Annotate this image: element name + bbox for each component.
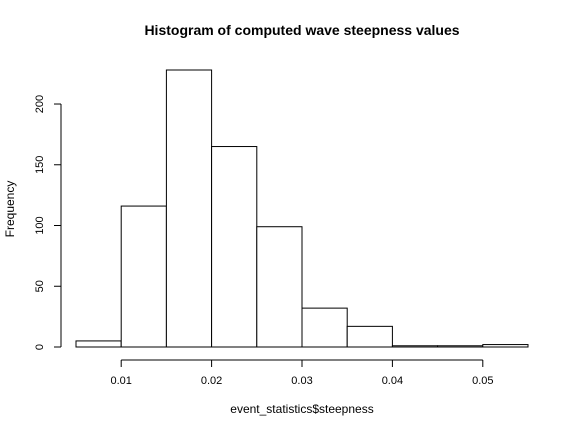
x-tick-label: 0.03 <box>291 375 312 387</box>
x-tick-label: 0.04 <box>382 375 403 387</box>
y-tick-label: 50 <box>34 280 46 292</box>
histogram-bar-1 <box>120 205 167 348</box>
y-tick-label: 200 <box>34 95 46 113</box>
x-axis: 0.01 0.02 0.03 0.04 0.05 <box>110 359 494 387</box>
histogram-bar-8 <box>437 345 484 348</box>
y-tick-label: 100 <box>34 216 46 234</box>
chart-title: Histogram of computed wave steepness val… <box>144 22 459 38</box>
y-axis-label: Frequency <box>3 181 17 238</box>
histogram-bar-2 <box>165 69 213 348</box>
x-axis-label: event_statistics$steepness <box>230 402 373 416</box>
y-tick-label: 150 <box>34 156 46 174</box>
y-tick-label: 0 <box>34 344 46 350</box>
x-tick-label: 0.02 <box>201 375 222 387</box>
histogram-bar-6 <box>346 325 393 348</box>
histogram-bar-5 <box>301 307 348 348</box>
x-tick-label: 0.01 <box>110 375 131 387</box>
y-axis: 0 50 100 150 200 <box>34 95 62 350</box>
histogram-bar-9 <box>482 344 529 348</box>
x-tick-label: 0.05 <box>472 375 493 387</box>
bars-group <box>75 69 529 348</box>
histogram-bar-7 <box>391 345 439 348</box>
histogram-bar-3 <box>211 146 258 348</box>
histogram-bar-4 <box>256 226 303 348</box>
histogram-bar-0 <box>75 340 122 348</box>
